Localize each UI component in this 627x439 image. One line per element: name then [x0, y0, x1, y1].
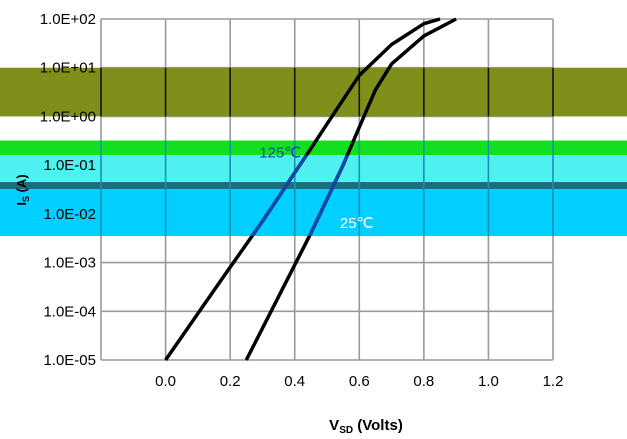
series-curves [164, 17, 457, 361]
overlay-bands [0, 67, 627, 237]
x-tick-label: 0.6 [349, 373, 370, 390]
y-tick-label: 1.0E-02 [43, 206, 96, 223]
curve-annotation: 125℃ [259, 145, 301, 162]
x-axis-label: VSD (Volts) [329, 417, 403, 436]
y-axis-label: IS (A) [14, 174, 31, 205]
x-tick-labels: 0.0 0.2 0.4 0.6 0.8 1.0 1.2 [155, 373, 563, 390]
x-tick-label: 1.2 [543, 373, 564, 390]
x-tick-label: 1.0 [478, 373, 499, 390]
curve-annotation: 25℃ [340, 215, 374, 232]
overlay-band [0, 182, 627, 190]
y-tick-label: 1.0E-03 [43, 255, 96, 272]
y-tick-label: 1.0E-04 [43, 303, 96, 320]
overlay-band [0, 140, 627, 156]
x-tick-label: 0.4 [284, 373, 305, 390]
y-tick-label: 1.0E-05 [43, 352, 96, 369]
y-tick-label: 1.0E+01 [40, 60, 96, 77]
x-tick-label: 0.2 [220, 373, 241, 390]
x-tick-label: 0.8 [413, 373, 434, 390]
overlay-band [0, 67, 627, 117]
y-tick-labels: 1.0E-05 1.0E-04 1.0E-03 1.0E-02 1.0E-01 1.0E+… [40, 11, 96, 369]
series-line [244, 17, 457, 361]
series-line [164, 17, 441, 361]
y-tick-label: 1.0E+00 [40, 108, 96, 125]
y-tick-label: 1.0E+02 [40, 11, 96, 28]
y-tick-label: 1.0E-01 [43, 157, 96, 174]
annotations: 125℃ 25℃ [259, 145, 373, 232]
overlay-band [0, 155, 627, 183]
x-tick-label: 0.0 [155, 373, 176, 390]
